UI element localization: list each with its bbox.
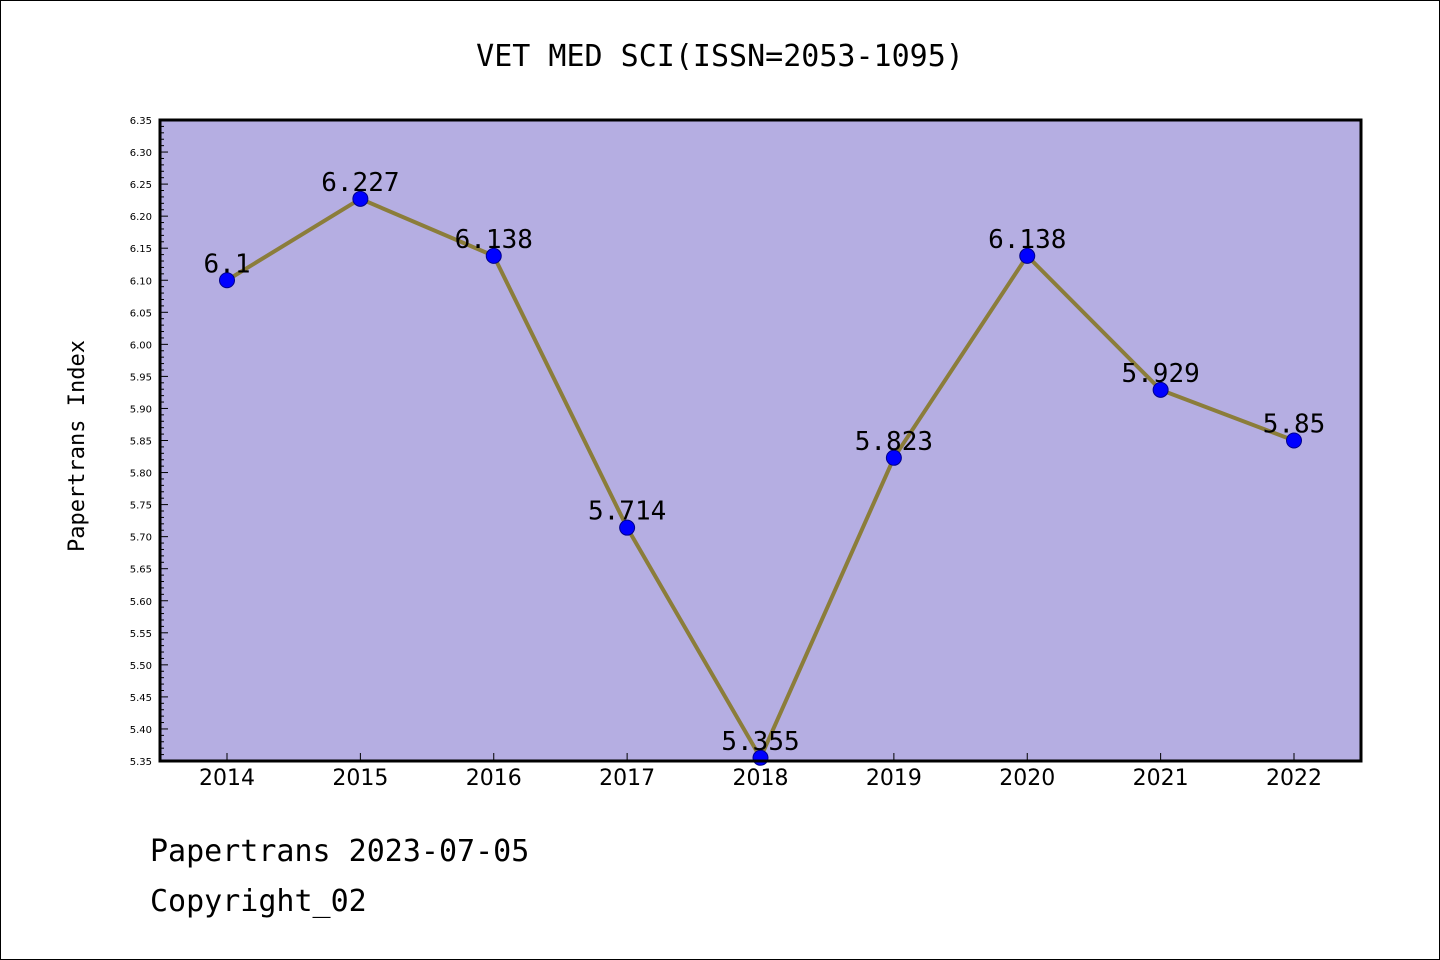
x-tick-label: 2020 [999, 766, 1055, 791]
x-tick-label: 2022 [1266, 766, 1322, 791]
plot-border [158, 118, 1363, 763]
y-tick-label: 5.95 [130, 372, 152, 383]
y-tick-label: 5.85 [130, 437, 152, 448]
data-point [1019, 247, 1036, 264]
y-tick-label: 6.15 [130, 244, 152, 255]
x-tick-label: 2019 [866, 766, 922, 791]
plot-area [160, 120, 1361, 761]
data-label: 5.714 [588, 497, 666, 527]
data-label: 6.138 [988, 225, 1066, 255]
data-point [1286, 432, 1302, 449]
data-point [885, 449, 902, 466]
data-label: 6.227 [321, 168, 399, 198]
data-point [619, 519, 636, 536]
x-tick-label: 2017 [599, 766, 655, 791]
y-tick-label: 5.80 [130, 469, 152, 480]
y-tick-label: 5.45 [130, 693, 152, 704]
y-tick-label: 5.70 [130, 533, 152, 544]
footer-date: Papertrans 2023-07-05 [150, 834, 530, 869]
y-tick-label: 6.05 [130, 308, 152, 319]
y-tick-label: 5.35 [130, 757, 152, 768]
data-point [352, 190, 369, 207]
y-tick-label: 5.75 [130, 501, 152, 512]
y-tick-label: 5.40 [130, 725, 152, 736]
data-point [485, 247, 502, 264]
data-markers [219, 190, 1302, 766]
x-tick-label: 2021 [1133, 766, 1189, 791]
y-tick-label: 6.20 [130, 212, 152, 223]
data-label: 5.85 [1263, 410, 1326, 440]
x-tick-label: 2018 [733, 766, 789, 791]
y-tick-label: 6.00 [130, 340, 152, 351]
y-tick-label: 5.50 [130, 661, 152, 672]
data-label: 5.929 [1121, 359, 1199, 389]
y-tick-label: 6.25 [130, 180, 152, 191]
data-labels: 6.1 6.227 6.138 5.714 5.355 5.823 6.138 5.929 5.… [204, 168, 1326, 757]
y-tick-label: 5.60 [130, 597, 152, 608]
y-tick-label: 5.90 [130, 404, 152, 415]
y-tick-label: 5.65 [130, 565, 152, 576]
y-tick-label: 6.30 [130, 148, 152, 159]
x-tick-label: 2014 [199, 766, 255, 791]
data-label: 5.355 [721, 727, 799, 757]
data-label: 6.1 [204, 249, 251, 279]
y-tick-label: 5.55 [130, 629, 152, 640]
data-point [1152, 381, 1169, 398]
data-point [219, 272, 235, 289]
y-tick-label: 6.10 [130, 276, 152, 287]
data-label: 6.138 [455, 225, 533, 255]
data-label: 5.823 [855, 427, 933, 457]
x-tick-label: 2015 [332, 766, 388, 791]
y-tick-label: 6.35 [130, 116, 152, 127]
y-axis-label: Papertrans Index [65, 340, 90, 552]
footer-copyright: Copyright_02 [150, 884, 367, 919]
chart-title: VET MED SCI(ISSN=2053-1095) [476, 39, 964, 74]
x-axis-ticks: 2014 2015 2016 2017 2018 2019 2020 2021 2022 [199, 753, 1322, 791]
x-tick-label: 2016 [466, 766, 522, 791]
